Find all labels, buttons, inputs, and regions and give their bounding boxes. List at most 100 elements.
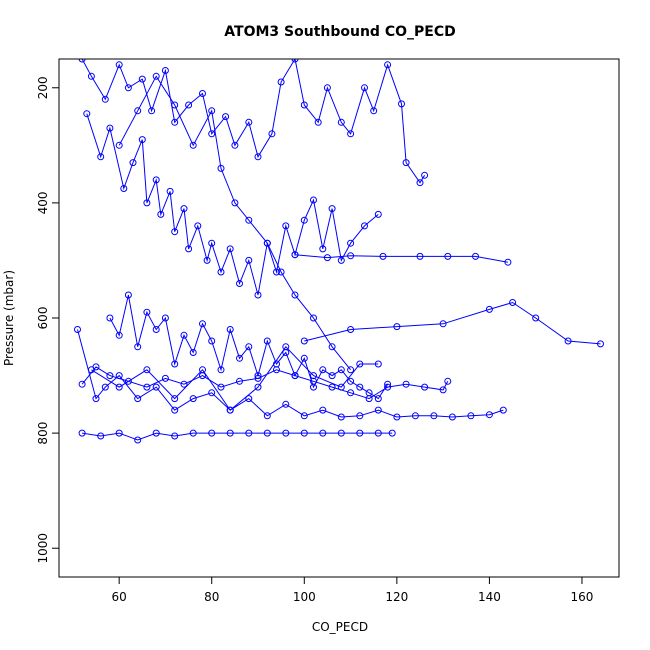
data-point-3-12 (208, 337, 216, 345)
data-point-4-22 (448, 413, 456, 421)
data-point-1-22 (323, 84, 331, 92)
data-point-3-8 (171, 360, 179, 368)
data-point-5-11 (263, 429, 271, 437)
data-point-5-18 (388, 429, 396, 437)
data-point-8-17 (365, 395, 373, 403)
data-point-4-19 (393, 413, 401, 421)
series-line-3 (109, 294, 389, 400)
data-point-10-3 (152, 72, 160, 80)
x-tick-label-120: 120 (385, 590, 408, 604)
data-point-10-13 (310, 314, 317, 322)
data-point-7-7 (472, 252, 479, 260)
data-point-2-28 (319, 245, 327, 253)
data-point-9-3 (143, 366, 151, 374)
data-point-2-18 (226, 245, 234, 253)
x-tick-label-80: 80 (204, 590, 219, 604)
data-point-9-7 (254, 383, 262, 391)
data-point-7-4 (379, 252, 387, 260)
data-point-7-6 (444, 252, 452, 260)
data-point-2-6 (138, 136, 146, 144)
data-point-8-10 (236, 377, 243, 385)
data-point-8-5 (143, 383, 151, 391)
data-point-1-28 (398, 100, 405, 108)
data-point-1-3 (101, 95, 109, 103)
series-line-7 (294, 254, 508, 263)
data-point-5-16 (356, 429, 364, 437)
data-point-2-33 (374, 210, 382, 218)
data-point-1-15 (245, 118, 253, 126)
data-point-1-16 (254, 153, 262, 161)
data-point-4-17 (356, 412, 364, 420)
data-point-2-16 (208, 239, 216, 247)
data-point-5-14 (319, 429, 327, 437)
series-line-8 (81, 366, 449, 400)
data-point-9-5 (199, 366, 206, 374)
data-point-4-3 (101, 383, 109, 391)
data-point-2-29 (328, 205, 336, 213)
data-point-4-7 (171, 406, 179, 414)
data-point-4-5 (134, 395, 142, 403)
plot-data (74, 59, 604, 444)
data-point-3-10 (189, 349, 197, 356)
data-point-2-12 (180, 205, 188, 213)
axes: 60 80 100 120 140 160 200 400 600 800 1000 (36, 76, 593, 604)
data-point-10-14 (328, 343, 336, 351)
data-point-8-7 (180, 380, 188, 388)
data-point-1-9 (171, 118, 179, 126)
data-point-10-4 (171, 101, 179, 109)
data-point-8-19 (402, 380, 410, 388)
data-point-8-1 (78, 380, 86, 388)
x-tick-label-100: 100 (293, 590, 316, 604)
y-axis-label: Pressure (mbar) (2, 270, 16, 366)
data-point-10-6 (208, 107, 216, 115)
data-point-4-6 (152, 383, 160, 391)
y-tick-label-600: 600 (36, 307, 50, 330)
data-point-10-2 (134, 107, 142, 115)
data-point-5-1 (78, 429, 86, 437)
data-point-3-27 (347, 377, 355, 385)
data-point-3-16 (245, 343, 253, 351)
data-point-2-3 (106, 124, 114, 132)
data-point-3-7 (161, 314, 169, 322)
y-tick-label-800: 800 (36, 422, 50, 445)
data-point-1-1 (78, 59, 86, 63)
data-point-5-6 (171, 432, 179, 440)
data-point-4-20 (411, 412, 419, 420)
x-tick-label-160: 160 (571, 590, 594, 604)
y-tick-label-200: 200 (36, 76, 50, 99)
data-point-2-31 (347, 239, 355, 247)
data-point-3-3 (124, 291, 132, 299)
data-point-7-5 (416, 252, 424, 260)
data-point-3-18 (263, 337, 271, 345)
data-point-2-24 (282, 222, 290, 230)
data-point-6-5 (485, 305, 493, 313)
data-point-5-13 (300, 429, 308, 437)
series-line-1 (81, 59, 426, 184)
data-point-2-5 (129, 159, 137, 167)
data-point-2-1 (83, 110, 91, 118)
data-point-3-1 (106, 314, 114, 322)
data-point-6-6 (509, 299, 517, 306)
data-point-4-9 (208, 389, 216, 397)
data-point-1-31 (421, 171, 429, 179)
data-point-1-2 (87, 72, 95, 80)
data-point-10-15 (347, 366, 355, 374)
data-point-1-10 (185, 101, 193, 109)
data-point-6-8 (564, 337, 572, 345)
data-point-4-18 (374, 406, 382, 414)
series-line-10 (118, 75, 351, 371)
data-point-1-23 (337, 118, 345, 126)
data-point-9-10 (337, 383, 345, 391)
data-point-2-10 (166, 187, 174, 195)
data-point-8-3 (106, 372, 114, 380)
data-point-8-9 (217, 383, 225, 391)
data-point-2-13 (185, 245, 193, 253)
data-point-10-11 (277, 268, 285, 276)
data-point-5-2 (97, 432, 105, 440)
data-point-1-7 (148, 107, 156, 115)
data-point-2-26 (300, 216, 308, 224)
data-point-8-21 (439, 386, 447, 394)
data-point-8-6 (161, 374, 169, 382)
data-point-1-20 (300, 101, 308, 109)
